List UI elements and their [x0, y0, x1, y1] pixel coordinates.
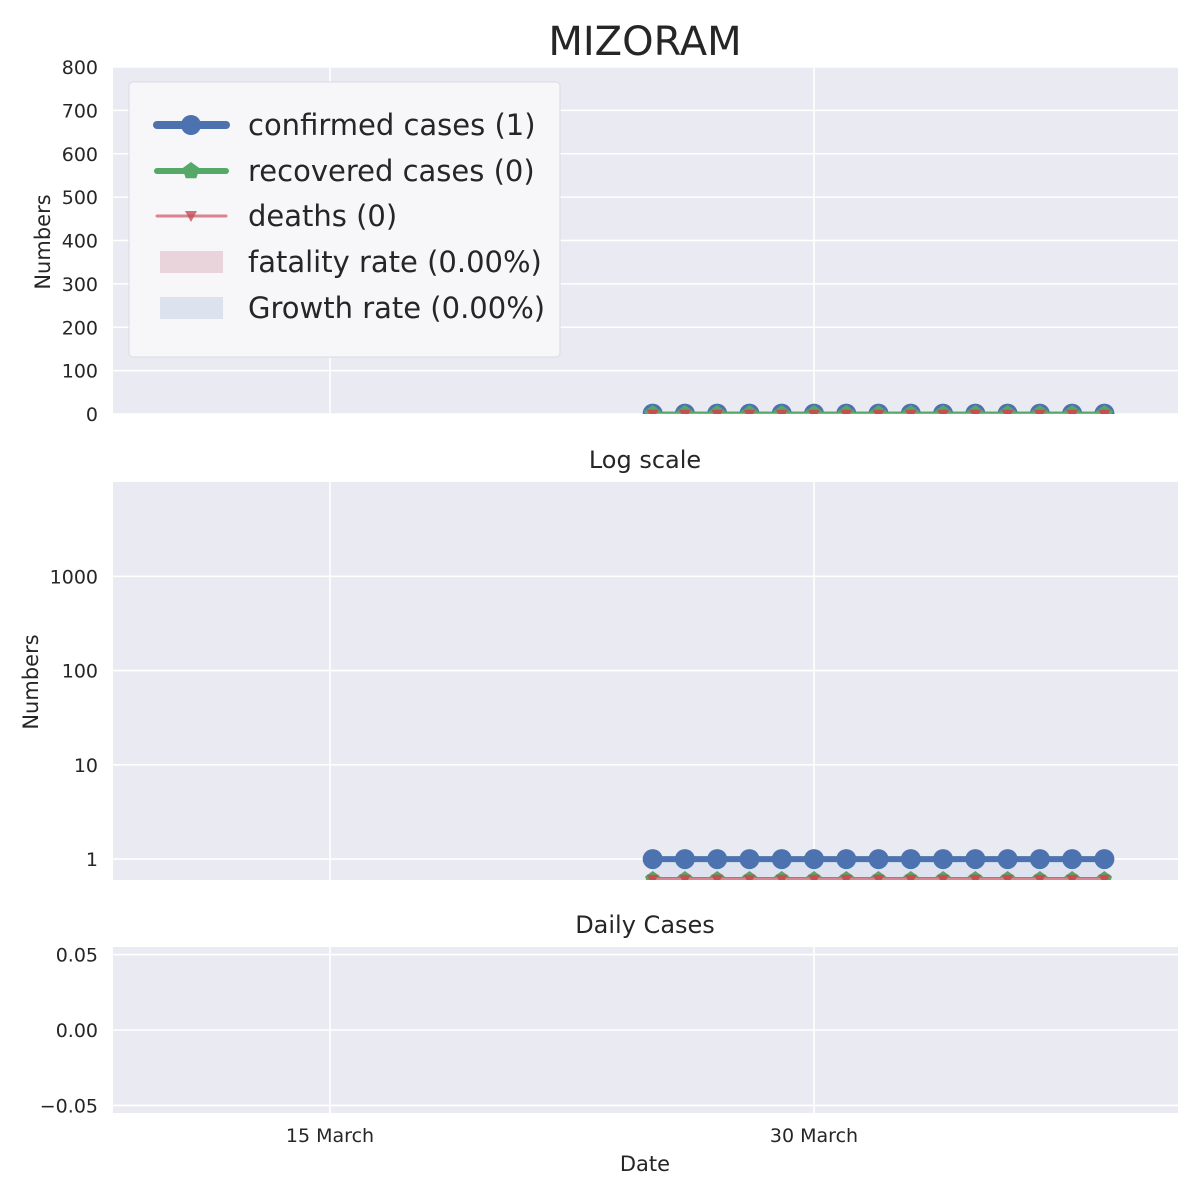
data-point	[707, 849, 728, 870]
daily-cases-panel: Daily Cases 0.05 0.00 −0.05 15 March 30 Mar…	[40, 911, 1178, 1176]
daily-panel-title: Daily Cases	[575, 911, 715, 939]
y-tick-label: 300	[62, 274, 98, 296]
data-point	[743, 409, 756, 414]
data-point	[937, 874, 950, 880]
data-point	[1062, 849, 1083, 870]
y-tick-label: 800	[62, 57, 98, 79]
legend-label: confirmed cases (1)	[248, 108, 536, 142]
data-point	[868, 849, 889, 870]
data-point	[1094, 849, 1115, 870]
chart-title: MIZORAM	[548, 19, 741, 65]
legend-label: Growth rate (0.00%)	[248, 291, 545, 325]
data-point	[711, 409, 724, 414]
y-tick-label: −0.05	[40, 1095, 98, 1117]
y-tick-label: 700	[62, 100, 98, 122]
y-tick-label: 0.05	[56, 945, 98, 967]
data-point	[1098, 874, 1111, 880]
data-point	[678, 874, 691, 880]
legend-label: deaths (0)	[248, 199, 397, 233]
daily-grid	[113, 947, 1178, 1113]
legend-patch	[160, 251, 223, 273]
data-point	[808, 874, 820, 880]
data-point	[1066, 874, 1079, 880]
data-point	[646, 409, 659, 414]
x-tick-label: 30 March	[770, 1125, 858, 1147]
main-series	[642, 403, 1115, 414]
data-point	[904, 874, 917, 880]
y-tick-label: 400	[62, 231, 98, 253]
legend-marker-confirmed	[181, 115, 201, 135]
main-chart-panel: 0 100 200 300 400 500 600 700 800 Numbers confir…	[31, 57, 1178, 426]
y-tick-label: 500	[62, 187, 98, 209]
y-tick-label: 600	[62, 144, 98, 166]
data-point	[969, 874, 982, 880]
data-point	[997, 849, 1018, 870]
data-point	[711, 874, 724, 880]
y-tick-label: 200	[62, 317, 98, 339]
data-point	[1066, 409, 1079, 414]
data-point	[969, 409, 982, 414]
legend-marker-recovered	[182, 162, 200, 179]
main-y-ticks: 0 100 200 300 400 500 600 700 800	[62, 57, 98, 426]
y-tick-label: 0.00	[56, 1020, 98, 1042]
legend-box	[128, 81, 561, 358]
data-point	[775, 409, 788, 414]
legend-patch	[160, 297, 223, 319]
data-point	[933, 849, 954, 870]
data-point	[678, 409, 691, 414]
y-tick-label: 100	[62, 661, 98, 683]
data-point	[1001, 409, 1014, 414]
legend-label: recovered cases (0)	[248, 154, 535, 188]
log-panel-title: Log scale	[589, 446, 701, 474]
x-tick-label: 15 March	[286, 1125, 374, 1147]
data-point	[804, 849, 824, 870]
data-point	[674, 849, 695, 870]
data-point	[1098, 409, 1111, 414]
legend-label: fatality rate (0.00%)	[248, 245, 542, 279]
legend: confirmed cases (1) recovered cases (0) de…	[128, 81, 561, 358]
log-plot-area	[113, 482, 1178, 880]
data-point	[743, 874, 756, 880]
data-point	[642, 849, 663, 870]
data-point	[872, 409, 885, 414]
data-point	[808, 409, 820, 414]
log-series	[642, 849, 1115, 880]
data-point	[840, 409, 853, 414]
y-tick-label: 100	[62, 361, 98, 383]
y-tick-label: 1	[86, 849, 98, 871]
data-point	[904, 409, 917, 414]
legend-marker-deaths	[185, 211, 197, 222]
y-tick-label: 1000	[50, 566, 98, 588]
log-y-ticks: 1 10 100 1000	[50, 566, 98, 871]
data-point	[937, 409, 950, 414]
data-point	[1033, 409, 1046, 414]
data-point	[836, 849, 857, 870]
data-point	[775, 874, 788, 880]
data-point	[739, 849, 760, 870]
data-point	[840, 874, 853, 880]
log-scale-panel: Log scale 1 10 100 1000 Numbers	[19, 446, 1178, 880]
data-point	[646, 874, 659, 880]
data-point	[1033, 874, 1046, 880]
data-point	[965, 849, 986, 870]
y-tick-label: 10	[74, 755, 98, 777]
y-tick-label: 0	[86, 404, 98, 426]
data-point	[1029, 849, 1050, 870]
main-y-axis-label: Numbers	[31, 194, 55, 289]
x-axis-label: Date	[620, 1152, 670, 1176]
data-point	[1001, 874, 1014, 880]
x-ticks: 15 March 30 March	[286, 1125, 858, 1147]
data-point	[872, 874, 885, 880]
data-point	[900, 849, 921, 870]
data-point	[771, 849, 792, 870]
daily-y-ticks: 0.05 0.00 −0.05	[40, 945, 98, 1118]
log-y-axis-label: Numbers	[19, 634, 43, 729]
